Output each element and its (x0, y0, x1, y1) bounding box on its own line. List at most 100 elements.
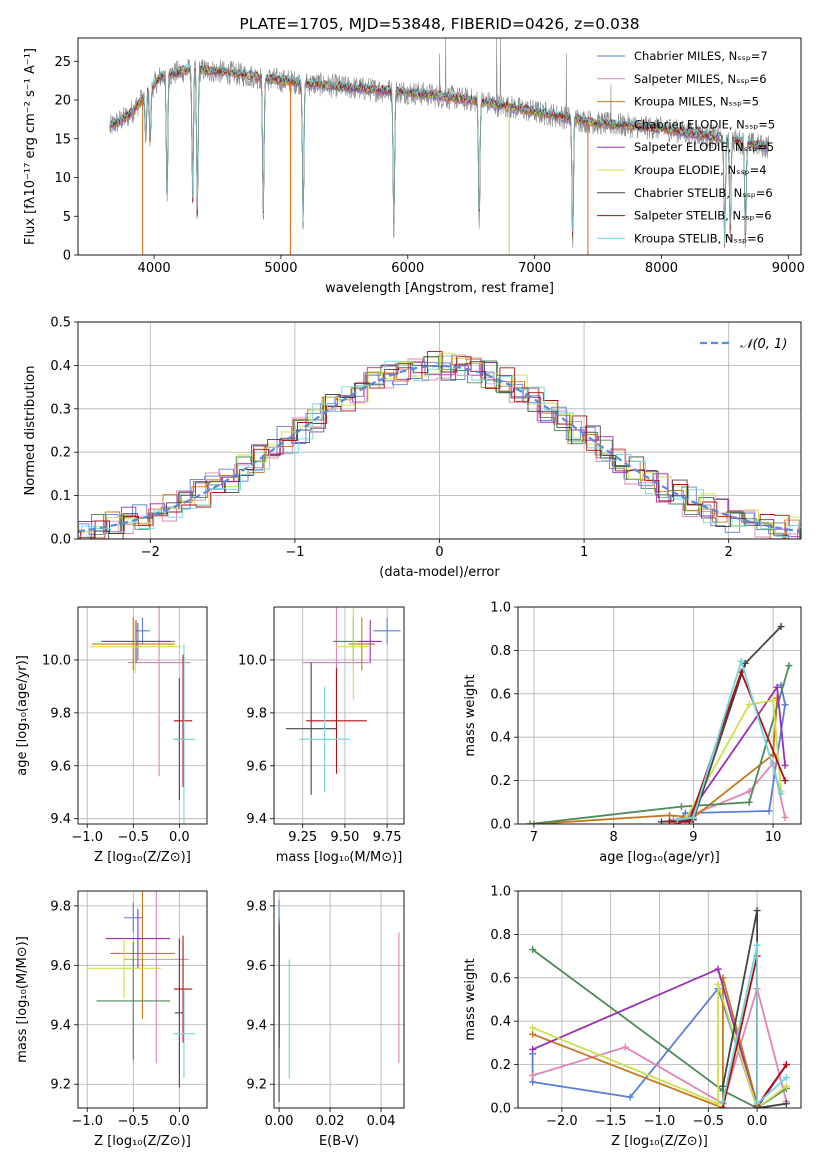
weight-marker (781, 701, 789, 709)
histogram-series (78, 361, 801, 539)
y-tick-label: 9.8 (50, 706, 71, 721)
weight-marker (782, 1061, 790, 1069)
weight-line (677, 658, 782, 821)
weight-age-plot-area (526, 623, 793, 824)
y-tick-label: 1.0 (490, 601, 511, 616)
error-bar-point (348, 617, 376, 671)
y-tick-label: 0.2 (490, 774, 511, 789)
weight-marker (753, 907, 761, 915)
histogram-series (78, 355, 801, 537)
x-tick-label: −2 (141, 545, 160, 560)
mass-Z-frame (77, 890, 208, 1109)
y-tick-label: 9.8 (50, 899, 71, 914)
weight-marker (714, 965, 722, 973)
legend-label: Chabrier MILES, Nₛₛₚ=7 (634, 49, 768, 63)
y-tick-label: 25 (54, 55, 71, 70)
weight-marker (719, 1082, 727, 1090)
weight-marker (529, 1030, 537, 1038)
x-tick-label: −2.0 (546, 1114, 578, 1129)
x-tick-label: 8000 (645, 261, 678, 276)
y-tick-label: 0.2 (490, 1058, 511, 1073)
y-tick-label: 0 (63, 249, 71, 264)
legend-label: Salpeter MILES, Nₛₛₚ=6 (634, 72, 767, 86)
y-axis-label: Normed distribution (23, 366, 38, 496)
weight-marker (781, 777, 789, 785)
y-tick-label: 0.6 (490, 971, 511, 986)
legend-label: Chabrier ELODIE, Nₛₛₚ=5 (634, 117, 775, 131)
weight-marker (765, 807, 773, 815)
spectrum-legend: Chabrier MILES, Nₛₛₚ=7 Salpeter MILES, Nₛ… (597, 49, 775, 245)
y-tick-label: 0.2 (50, 446, 71, 461)
gaussian-curve (78, 364, 801, 533)
error-bar-point (173, 935, 193, 1043)
weight-line (684, 699, 782, 821)
histogram-series (78, 356, 801, 539)
mass-EBV-frame (273, 890, 405, 1109)
error-bar-point (358, 620, 383, 663)
x-axis-label: Z [log₁₀(Z/Z⊙)] (94, 850, 191, 865)
error-bar-point (299, 686, 350, 793)
y-tick-label: 5 (63, 210, 71, 225)
x-tick-label: 9.75 (373, 830, 402, 845)
legend-label: Salpeter ELODIE, Nₛₛₚ=5 (634, 140, 774, 154)
error-bar-point (173, 654, 193, 787)
error-bar-point (174, 938, 184, 1088)
weight-marker (719, 1097, 727, 1105)
weight-marker (773, 683, 781, 691)
age-Z-axes: −1.0 −0.5 0.0 9.4 9.6 9.8 10.0 Z [log₁₀(Z/Z⊙)] a… (15, 606, 208, 865)
x-tick-label: 5000 (264, 261, 297, 276)
mass-EBV-axes: 0.00 0.02 0.04 9.2 9.4 9.6 9.8 E(B-V) (246, 890, 405, 1149)
y-tick-label: 9.6 (50, 759, 71, 774)
weight-marker (719, 1104, 727, 1108)
weight-marker (741, 659, 749, 667)
legend-label: Kroupa ELODIE, Nₛₛₚ=4 (634, 163, 767, 177)
age-mass-frame (273, 606, 405, 825)
x-axis-label: wavelength [Angstrom, rest frame] (325, 281, 554, 296)
x-tick-label: −1.0 (644, 1114, 676, 1129)
x-tick-label: 0.02 (316, 1114, 345, 1129)
weight-line (532, 977, 758, 1108)
x-tick-label: 9.50 (330, 830, 359, 845)
y-tick-label: 0.0 (50, 533, 71, 548)
x-tick-label: 0 (435, 545, 443, 560)
y-tick-label: 9.4 (246, 1018, 267, 1033)
chart-title: PLATE=1705, MJD=53848, FIBERID=0426, z=0… (239, 15, 639, 33)
weight-marker (782, 1082, 790, 1090)
x-tick-label: 10 (765, 830, 782, 845)
x-tick-label: 9 (689, 830, 697, 845)
histogram-series (78, 361, 801, 538)
weight-marker (529, 1071, 537, 1079)
legend-label: Kroupa STELIB, Nₛₛₚ=6 (634, 231, 764, 245)
weight-marker (782, 1100, 790, 1108)
weight-marker (665, 818, 673, 824)
y-tick-label: 9.8 (246, 899, 267, 914)
x-tick-label: −0.5 (693, 1114, 725, 1129)
error-bar-point (87, 938, 161, 999)
x-tick-label: 0.0 (169, 830, 190, 845)
weight-marker (777, 623, 785, 631)
error-bar-point (96, 941, 171, 1061)
x-axis-label: age [log₁₀(age/yr)] (599, 850, 720, 865)
weight-marker (621, 1043, 629, 1051)
y-axis-label: age [log₁₀(age/yr)] (15, 655, 30, 776)
weight-marker (769, 696, 777, 704)
y-tick-label: 15 (54, 132, 71, 147)
x-tick-label: 4000 (138, 261, 171, 276)
histogram-series (78, 361, 801, 539)
mass-Z-plot-area (87, 891, 196, 1088)
weight-marker (657, 818, 665, 824)
y-tick-label: 0.4 (490, 731, 511, 746)
weight-marker (677, 803, 685, 811)
weight-age-axes: 7 8 9 10 0.0 0.2 0.4 0.6 0.8 1.0 age [log₁₀(age/yr… (463, 601, 802, 865)
error-bar-point (336, 607, 371, 700)
legend-label: Kroupa MILES, Nₛₛₚ=5 (634, 95, 759, 109)
x-axis-label: (data-model)/error (379, 565, 500, 580)
weight-marker (753, 1100, 761, 1108)
weight-marker (530, 820, 538, 824)
x-tick-label: −1.0 (71, 830, 103, 845)
y-tick-label: 9.2 (246, 1078, 267, 1093)
y-tick-label: 9.4 (50, 1018, 71, 1033)
x-axis-label: Z [log₁₀(Z/Z⊙)] (611, 1134, 708, 1149)
error-bar-point (285, 662, 337, 795)
legend-label: 𝒩(0, 1) (740, 337, 787, 352)
